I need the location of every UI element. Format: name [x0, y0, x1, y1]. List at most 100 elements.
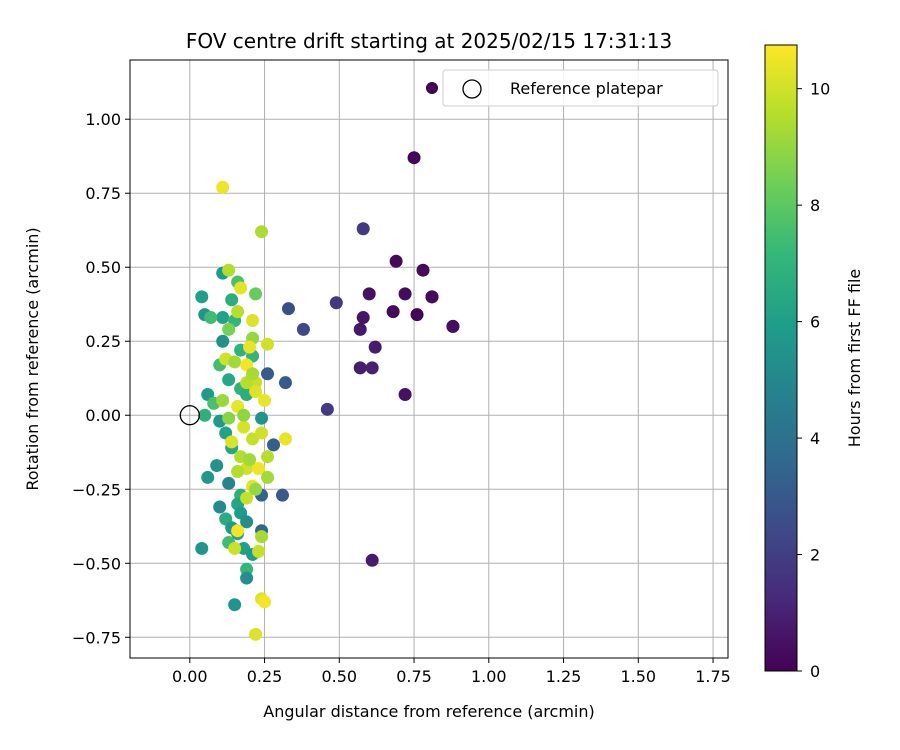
- reference-platepar-marker: [179, 405, 200, 426]
- data-point: [416, 263, 430, 277]
- data-point: [356, 222, 370, 236]
- data-point: [278, 376, 292, 390]
- data-point: [267, 438, 281, 452]
- colorbar: 0 2 4 6 8 10 Hours from first FF file: [764, 44, 864, 681]
- data-point: [240, 491, 254, 505]
- data-point: [216, 334, 230, 348]
- data-point: [255, 426, 269, 440]
- data-point: [228, 541, 242, 555]
- plot-frame: [129, 59, 729, 659]
- y-tick-label: −0.50: [72, 554, 121, 573]
- data-point: [213, 500, 227, 514]
- data-point: [249, 482, 263, 496]
- data-point: [258, 595, 272, 609]
- y-axis-ticks: −0.75 −0.50 −0.25 0.00 0.25 0.50 0.75 1.00: [72, 110, 130, 647]
- data-point: [204, 311, 218, 325]
- colorbar-label: Hours from first FF file: [845, 269, 864, 448]
- data-point: [320, 402, 334, 416]
- data-point: [386, 305, 400, 319]
- data-point: [243, 340, 257, 354]
- x-tick-label: 0.50: [321, 667, 357, 686]
- colorbar-tick-label: 10: [810, 80, 830, 99]
- colorbar-ticks: 0 2 4 6 8 10: [797, 80, 830, 681]
- data-point: [329, 296, 343, 310]
- data-point: [365, 553, 379, 567]
- colorbar-tick-label: 2: [810, 546, 820, 565]
- data-point: [231, 524, 245, 538]
- data-point: [228, 355, 242, 369]
- data-point: [225, 293, 239, 307]
- data-point: [195, 541, 209, 555]
- data-point: [198, 408, 212, 422]
- y-tick-label: −0.75: [72, 628, 121, 647]
- reference-marker-group: [179, 405, 200, 426]
- data-point: [446, 319, 460, 333]
- y-tick-label: 0.75: [85, 184, 121, 203]
- data-points: [195, 151, 460, 641]
- data-point: [255, 411, 269, 425]
- data-point: [261, 367, 275, 381]
- data-point: [296, 322, 310, 336]
- y-tick-label: 0.00: [85, 406, 121, 425]
- y-tick-label: 0.25: [85, 332, 121, 351]
- data-point: [353, 322, 367, 336]
- colorbar-gradient: [764, 44, 798, 672]
- data-point: [240, 562, 254, 576]
- data-point: [281, 302, 295, 316]
- x-tick-label: 1.00: [471, 667, 507, 686]
- data-point: [216, 180, 230, 194]
- data-point: [255, 530, 269, 544]
- x-axis-label: Angular distance from reference (arcmin): [263, 702, 594, 721]
- data-point: [249, 287, 263, 301]
- data-point: [222, 411, 236, 425]
- x-tick-label: 1.50: [620, 667, 656, 686]
- data-point: [398, 287, 412, 301]
- data-point: [278, 432, 292, 446]
- data-point: [231, 464, 245, 478]
- x-tick-label: 0.25: [247, 667, 283, 686]
- data-point: [216, 311, 230, 325]
- data-point: [365, 361, 379, 375]
- grid-lines: [130, 60, 728, 658]
- data-point: [210, 459, 224, 473]
- data-point: [252, 462, 266, 476]
- y-axis-label: Rotation from reference (arcmin): [23, 227, 42, 490]
- colorbar-tick-label: 0: [810, 662, 820, 681]
- data-point: [195, 290, 209, 304]
- data-point: [240, 571, 254, 585]
- data-point: [261, 470, 275, 484]
- data-point: [234, 281, 248, 295]
- data-point: [201, 470, 215, 484]
- data-point: [368, 340, 382, 354]
- y-tick-label: 1.00: [85, 110, 121, 129]
- data-point: [222, 373, 236, 387]
- data-point: [398, 388, 412, 402]
- data-point: [425, 290, 439, 304]
- data-point: [222, 476, 236, 490]
- data-point: [275, 488, 289, 502]
- legend-label-reference: Reference platepar: [510, 79, 663, 98]
- data-point: [222, 322, 236, 336]
- colorbar-tick-label: 8: [810, 196, 820, 215]
- data-point: [353, 361, 367, 375]
- data-point: [228, 598, 242, 612]
- legend-box: [442, 69, 719, 107]
- data-point: [240, 515, 254, 529]
- x-axis-ticks: 0.00 0.25 0.50 0.75 1.00 1.25 1.50 1.75: [172, 658, 731, 686]
- colorbar-tick-label: 6: [810, 313, 820, 332]
- data-point: [231, 305, 245, 319]
- data-point: [255, 225, 269, 239]
- colorbar-tick-label: 4: [810, 429, 820, 448]
- data-point: [252, 544, 266, 558]
- data-point: [356, 311, 370, 325]
- data-point: [389, 254, 403, 268]
- data-point: [258, 393, 272, 407]
- data-point: [249, 385, 263, 399]
- y-tick-label: −0.25: [72, 480, 121, 499]
- x-tick-label: 0.00: [172, 667, 208, 686]
- data-point: [261, 337, 275, 351]
- y-tick-label: 0.50: [85, 258, 121, 277]
- data-point: [243, 453, 257, 467]
- x-tick-label: 0.75: [396, 667, 432, 686]
